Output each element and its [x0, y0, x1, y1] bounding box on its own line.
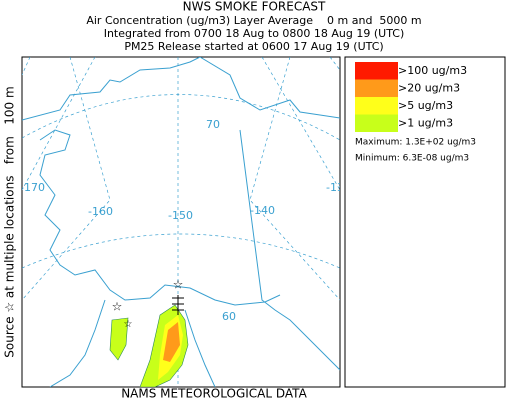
- map-label: -150: [168, 209, 193, 222]
- coastline: [39, 129, 281, 306]
- coastline: [49, 299, 216, 387]
- star: ☆: [124, 319, 133, 330]
- legend: >100 ug/m3 >20 ug/m3 >5 ug/m3 >1 ug/m3: [355, 62, 467, 132]
- legend-swatch: [355, 79, 398, 97]
- legend-swatch: [355, 97, 398, 115]
- star: ☆: [112, 300, 123, 314]
- legend-swatch: [355, 62, 398, 80]
- footer: NAMS METEOROLOGICAL DATA: [121, 387, 307, 401]
- legend-label: >1 ug/m3: [398, 117, 453, 130]
- star: ☆: [173, 278, 184, 292]
- subtitle: Air Concentration (ug/m3) Layer Average …: [86, 14, 421, 27]
- legend-label: >100 ug/m3: [398, 64, 467, 77]
- minimum: Minimum: 6.3E-08 ug/m3: [355, 154, 469, 164]
- smoke-1: [109, 317, 129, 361]
- map-label: 70: [206, 118, 220, 131]
- graticule: [22, 57, 340, 387]
- coastline: [22, 57, 340, 121]
- map-label: -130: [326, 181, 351, 194]
- subtitle: Integrated from 0700 18 Aug to 0800 18 A…: [104, 27, 405, 40]
- legend-frame: [344, 56, 506, 388]
- map-label: 60: [222, 310, 236, 323]
- source-markers: [172, 295, 184, 315]
- subtitle: PM25 Release started at 0600 17 Aug 19 (…: [124, 40, 383, 53]
- smoke-20: [163, 322, 180, 362]
- map-label: -170: [20, 181, 45, 194]
- map: ☆ ☆ ☆ -170 -160 -150 -140 -130 70 60: [20, 57, 351, 387]
- legend-swatch: [355, 114, 398, 132]
- graticule: [22, 233, 340, 269]
- map-label: -140: [250, 204, 275, 217]
- map-frame: [21, 56, 341, 388]
- legend-label: >20 ug/m3: [398, 82, 460, 95]
- title: NWS SMOKE FORECAST: [183, 0, 326, 14]
- legend-label: >5 ug/m3: [398, 99, 453, 112]
- maximum: Maximum: 1.3E+02 ug/m3: [355, 138, 476, 148]
- border: [239, 129, 340, 371]
- map-label: -160: [88, 205, 113, 218]
- graticule: [22, 94, 340, 141]
- graticule: [22, 57, 340, 301]
- side-label: Source ☆ at multiple locations from 100 …: [3, 86, 17, 357]
